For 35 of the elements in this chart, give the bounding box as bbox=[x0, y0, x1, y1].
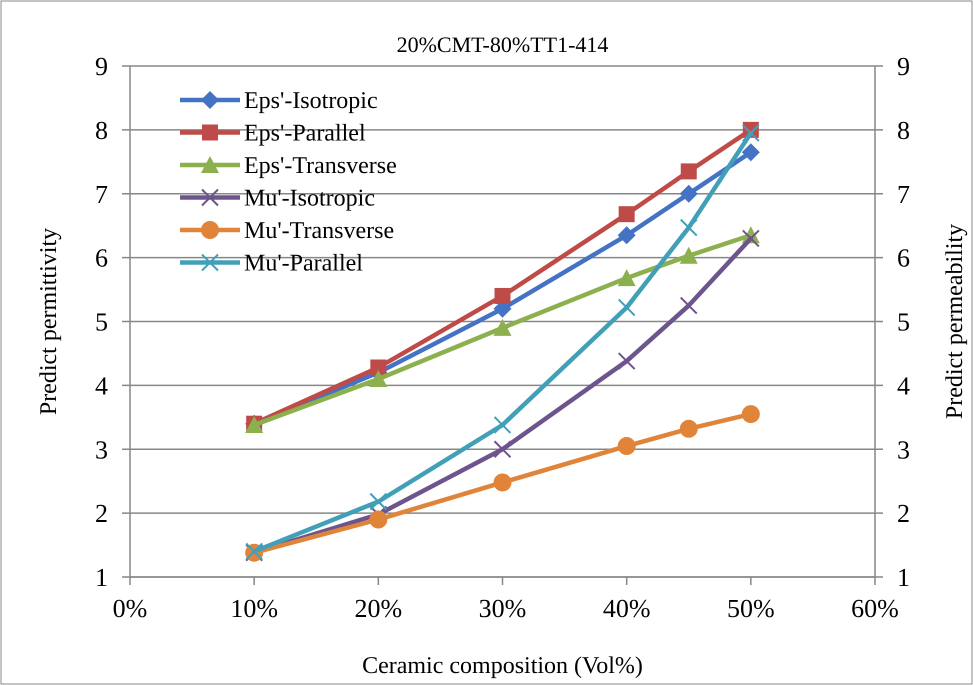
legend-label: Eps'-Parallel bbox=[244, 120, 366, 146]
y-tick-label: 9 bbox=[95, 52, 108, 81]
y2-tick-label: 3 bbox=[897, 435, 910, 464]
y2-tick-label: 7 bbox=[897, 180, 910, 209]
y-tick-label: 5 bbox=[95, 308, 108, 336]
y2-tick-label: 6 bbox=[897, 244, 910, 273]
x-tick-label: 40% bbox=[602, 594, 651, 623]
legend-label: Mu'-Isotropic bbox=[244, 186, 375, 212]
x-tick-label: 60% bbox=[851, 594, 899, 623]
y-tick-label: 7 bbox=[95, 180, 108, 209]
x-tick-label: 0% bbox=[112, 594, 148, 623]
y2-tick-label: 9 bbox=[897, 52, 910, 81]
y2-tick-label: 8 bbox=[897, 116, 910, 145]
y-tick-label: 2 bbox=[95, 499, 108, 528]
y-axis-title: Predict permittivity bbox=[36, 228, 62, 416]
legend-label: Eps'-Transverse bbox=[244, 153, 397, 179]
legend-label: Eps'-Isotropic bbox=[244, 88, 378, 114]
y2-axis-title: Predict permeability bbox=[942, 224, 968, 420]
y-tick-label: 1 bbox=[95, 563, 108, 592]
y2-tick-label: 5 bbox=[897, 308, 910, 336]
x-tick-label: 30% bbox=[478, 594, 526, 623]
y2-tick-label: 1 bbox=[897, 563, 910, 592]
chart-title: 20%CMT-80%TT1-414 bbox=[396, 32, 608, 57]
y2-tick-label: 2 bbox=[897, 499, 910, 528]
x-tick-label: 10% bbox=[230, 594, 278, 623]
x-axis-title: Ceramic composition (Vol%) bbox=[362, 653, 643, 679]
y2-tick-label: 4 bbox=[897, 371, 910, 400]
x-tick-label: 20% bbox=[354, 594, 402, 623]
legend-label: Mu'-Parallel bbox=[244, 250, 364, 276]
y-tick-label: 3 bbox=[95, 435, 108, 464]
y-tick-label: 6 bbox=[95, 244, 108, 273]
y-tick-label: 8 bbox=[95, 116, 108, 145]
legend-label: Mu'-Transverse bbox=[244, 218, 394, 244]
y-tick-label: 4 bbox=[95, 371, 108, 400]
x-tick-label: 50% bbox=[726, 594, 775, 623]
